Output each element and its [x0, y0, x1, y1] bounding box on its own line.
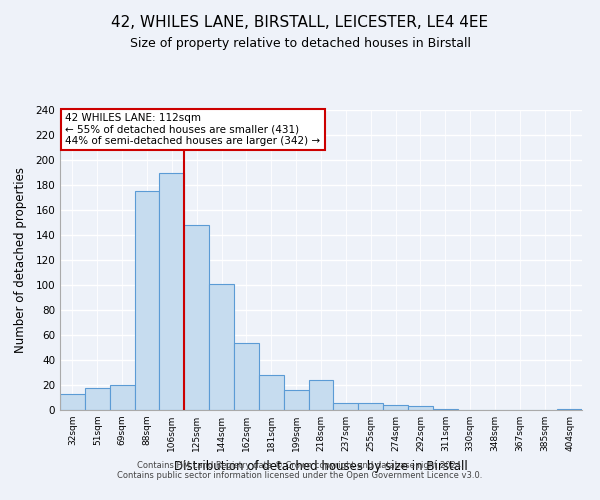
Bar — [134, 191, 160, 410]
Bar — [358, 402, 383, 410]
Bar — [308, 380, 334, 410]
Bar — [60, 394, 85, 410]
Y-axis label: Number of detached properties: Number of detached properties — [14, 167, 27, 353]
Bar — [557, 409, 582, 410]
Bar — [334, 402, 358, 410]
Bar — [85, 388, 110, 410]
Bar — [383, 405, 408, 410]
X-axis label: Distribution of detached houses by size in Birstall: Distribution of detached houses by size … — [174, 460, 468, 472]
Text: 42, WHILES LANE, BIRSTALL, LEICESTER, LE4 4EE: 42, WHILES LANE, BIRSTALL, LEICESTER, LE… — [112, 15, 488, 30]
Bar — [110, 385, 134, 410]
Text: 42 WHILES LANE: 112sqm
← 55% of detached houses are smaller (431)
44% of semi-de: 42 WHILES LANE: 112sqm ← 55% of detached… — [65, 113, 320, 146]
Bar — [259, 375, 284, 410]
Bar — [408, 406, 433, 410]
Text: Size of property relative to detached houses in Birstall: Size of property relative to detached ho… — [130, 38, 470, 51]
Bar — [209, 284, 234, 410]
Bar — [284, 390, 308, 410]
Bar — [234, 342, 259, 410]
Bar — [160, 172, 184, 410]
Bar — [184, 225, 209, 410]
Text: Contains HM Land Registry data © Crown copyright and database right 2024.
Contai: Contains HM Land Registry data © Crown c… — [118, 460, 482, 480]
Bar — [433, 409, 458, 410]
